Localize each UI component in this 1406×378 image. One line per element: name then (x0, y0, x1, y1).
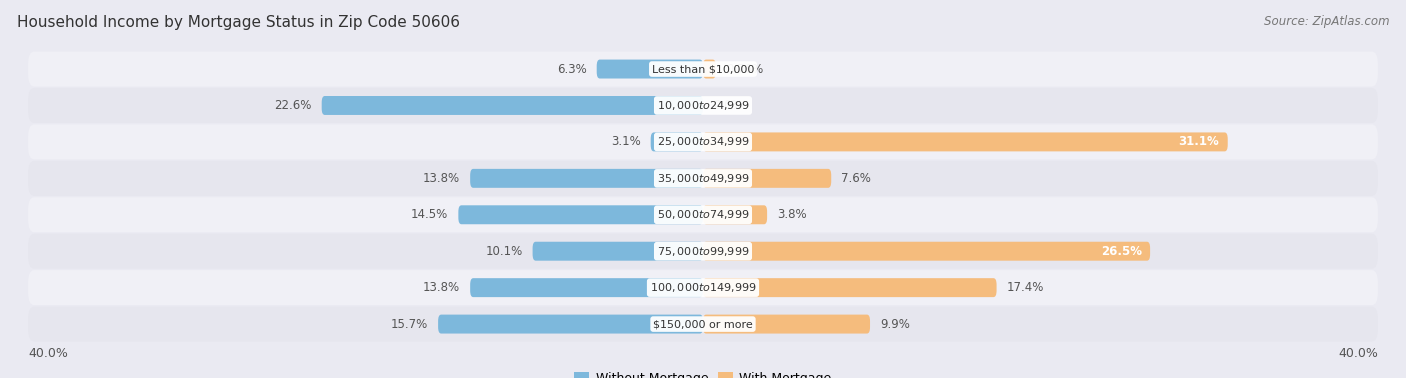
FancyBboxPatch shape (439, 314, 703, 333)
Text: 10.1%: 10.1% (485, 245, 523, 258)
FancyBboxPatch shape (28, 197, 1378, 232)
FancyBboxPatch shape (703, 60, 716, 79)
Text: Source: ZipAtlas.com: Source: ZipAtlas.com (1264, 15, 1389, 28)
FancyBboxPatch shape (28, 234, 1378, 269)
Text: 14.5%: 14.5% (411, 208, 449, 221)
Text: 40.0%: 40.0% (1339, 347, 1378, 359)
Text: 22.6%: 22.6% (274, 99, 312, 112)
FancyBboxPatch shape (703, 278, 997, 297)
Text: $75,000 to $99,999: $75,000 to $99,999 (657, 245, 749, 258)
Text: 0.76%: 0.76% (725, 62, 763, 76)
Text: $100,000 to $149,999: $100,000 to $149,999 (650, 281, 756, 294)
Text: $35,000 to $49,999: $35,000 to $49,999 (657, 172, 749, 185)
Text: 17.4%: 17.4% (1007, 281, 1045, 294)
FancyBboxPatch shape (703, 169, 831, 188)
Text: 13.8%: 13.8% (423, 172, 460, 185)
Text: 6.3%: 6.3% (557, 62, 586, 76)
Text: 7.6%: 7.6% (841, 172, 872, 185)
FancyBboxPatch shape (703, 314, 870, 333)
FancyBboxPatch shape (703, 132, 1227, 151)
Text: $10,000 to $24,999: $10,000 to $24,999 (657, 99, 749, 112)
FancyBboxPatch shape (470, 169, 703, 188)
Text: 3.8%: 3.8% (778, 208, 807, 221)
FancyBboxPatch shape (533, 242, 703, 261)
Text: Less than $10,000: Less than $10,000 (652, 64, 754, 74)
FancyBboxPatch shape (322, 96, 703, 115)
Text: 0.0%: 0.0% (713, 99, 742, 112)
FancyBboxPatch shape (596, 60, 703, 79)
Text: 3.1%: 3.1% (610, 135, 641, 149)
FancyBboxPatch shape (470, 278, 703, 297)
Text: 40.0%: 40.0% (28, 347, 67, 359)
Text: 9.9%: 9.9% (880, 318, 910, 331)
Legend: Without Mortgage, With Mortgage: Without Mortgage, With Mortgage (569, 367, 837, 378)
FancyBboxPatch shape (651, 132, 703, 151)
Text: $150,000 or more: $150,000 or more (654, 319, 752, 329)
FancyBboxPatch shape (28, 161, 1378, 196)
Text: Household Income by Mortgage Status in Zip Code 50606: Household Income by Mortgage Status in Z… (17, 15, 460, 30)
Text: 26.5%: 26.5% (1101, 245, 1142, 258)
FancyBboxPatch shape (28, 51, 1378, 87)
FancyBboxPatch shape (703, 205, 768, 224)
FancyBboxPatch shape (703, 242, 1150, 261)
Text: 31.1%: 31.1% (1178, 135, 1219, 149)
FancyBboxPatch shape (28, 307, 1378, 342)
FancyBboxPatch shape (28, 124, 1378, 160)
Text: $25,000 to $34,999: $25,000 to $34,999 (657, 135, 749, 149)
FancyBboxPatch shape (28, 270, 1378, 305)
Text: 15.7%: 15.7% (391, 318, 427, 331)
FancyBboxPatch shape (28, 88, 1378, 123)
FancyBboxPatch shape (458, 205, 703, 224)
Text: $50,000 to $74,999: $50,000 to $74,999 (657, 208, 749, 221)
Text: 13.8%: 13.8% (423, 281, 460, 294)
